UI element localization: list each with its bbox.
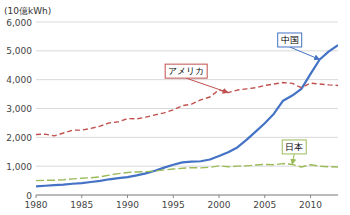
grid-line <box>36 108 338 109</box>
x-axis: 1980 1985 1990 1995 2000 2005 2010 <box>25 195 338 210</box>
series-line <box>36 164 338 181</box>
chart: 01,0002,0003,0004,0005,0006,000198019851… <box>0 0 350 215</box>
grid-line <box>36 22 338 23</box>
x-tick-label: 2000 <box>208 200 231 210</box>
x-tick-label: 2010 <box>299 200 322 210</box>
x-tick-label: 1990 <box>116 200 139 210</box>
annotation-arrow <box>292 154 294 165</box>
x-tick-label: 1995 <box>162 200 185 210</box>
y-tick-label: 2,000 <box>6 133 32 143</box>
grid-line <box>36 79 338 80</box>
y-axis-label: (10億kWh) <box>4 6 51 16</box>
annotation-arrow <box>290 47 320 60</box>
y-tick-label: 4,000 <box>6 75 32 85</box>
annotation-arrow <box>186 78 228 93</box>
annotation-box <box>165 64 207 78</box>
x-tick-label: 2005 <box>253 200 276 210</box>
y-axis: 0 1,000 2,000 3,000 4,000 5,000 6,000 <box>6 18 338 201</box>
series-line <box>36 45 338 186</box>
grid-line <box>36 137 338 138</box>
series-annotation: 日本 <box>285 142 303 152</box>
x-tick <box>219 195 220 198</box>
annotation-box <box>278 33 302 47</box>
x-tick <box>310 195 311 198</box>
x-tick <box>264 195 265 198</box>
y-tick-label: 0 <box>26 191 32 201</box>
x-tick <box>127 195 128 198</box>
x-tick <box>36 195 37 198</box>
annotation-box <box>282 140 306 154</box>
x-tick-label: 1985 <box>70 200 93 210</box>
x-tick-label: 1980 <box>25 200 48 210</box>
x-tick <box>81 195 82 198</box>
x-tick <box>173 195 174 198</box>
y-tick-label: 3,000 <box>6 104 32 114</box>
lines <box>36 45 338 186</box>
series-annotation: 中国 <box>281 35 299 45</box>
grid-line <box>36 50 338 51</box>
y-tick-label: 5,000 <box>6 46 32 56</box>
series-line <box>36 83 338 136</box>
y-tick-label: 6,000 <box>6 18 32 28</box>
grid-line <box>36 166 338 167</box>
series-annotation: アメリカ <box>168 66 204 76</box>
y-tick-label: 1,000 <box>6 162 32 172</box>
annotations: 中国アメリカ日本 <box>165 33 320 164</box>
